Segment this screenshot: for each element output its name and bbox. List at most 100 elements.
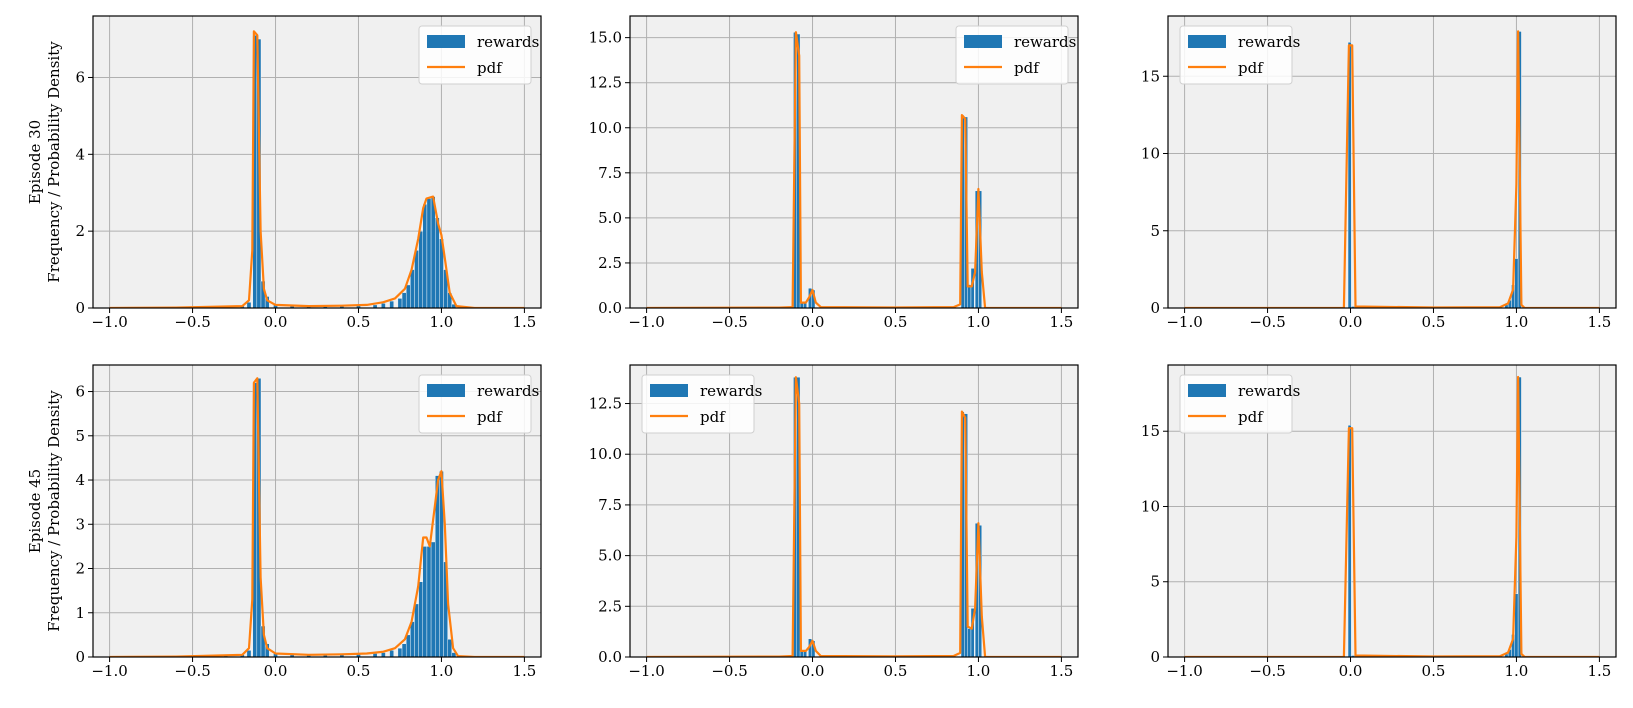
y-tick-label: 7.5: [598, 164, 622, 182]
subplot-3: −1.0 −0.5 0.0 0.5 1.0 1.5 0 5 10 15 rewards pdf: [1141, 15, 1617, 331]
x-tick-label: 0.0: [264, 662, 288, 680]
legend-rewards-swatch: [1188, 384, 1226, 397]
histogram-bar: [405, 634, 411, 657]
y-tick-label: 2: [75, 560, 85, 578]
row-label: Episode 45: [26, 469, 44, 553]
y-tick-label: 15: [1141, 67, 1160, 85]
x-tick-label: 0.5: [1422, 313, 1446, 331]
y-tick-label: 7.5: [598, 496, 622, 514]
legend: rewards pdf: [1179, 25, 1300, 85]
x-tick-label: 0.5: [884, 662, 908, 680]
subplot-4: −1.0 −0.5 0.0 0.5 1.0 1.5 0 1 2 3 4 5 6 Episode 45 Fre…: [26, 364, 542, 680]
x-tick-label: 1.0: [430, 313, 454, 331]
histogram-bar: [410, 621, 415, 657]
histogram-bar: [397, 647, 403, 657]
subplot-1: −1.0 −0.5 0.0 0.5 1.0 1.5 0 2 4 6 Episode 30 Freque…: [26, 15, 542, 331]
y-tick-label: 0: [75, 299, 85, 317]
y-tick-label: 5: [75, 427, 85, 445]
legend-pdf-label: pdf: [1238, 59, 1264, 77]
histogram-bar: [246, 650, 252, 657]
x-tick-label: −1.0: [628, 313, 664, 331]
histogram-bar: [1514, 258, 1519, 308]
x-tick-label: 0.0: [801, 662, 825, 680]
x-tick-label: 0.0: [801, 313, 825, 331]
legend: rewards pdf: [641, 374, 762, 434]
x-tick-label: −0.5: [174, 313, 210, 331]
legend-rewards-swatch: [650, 384, 688, 397]
y-tick-label: 6: [75, 383, 85, 401]
plot-data: [1184, 375, 1600, 657]
y-tick-label: 12.5: [589, 74, 622, 92]
legend-pdf-label: pdf: [700, 408, 726, 426]
y-tick-label: 0: [75, 648, 85, 666]
pdf-line: [109, 377, 525, 657]
histogram-bar: [397, 298, 403, 308]
y-tick-label: 0.0: [598, 299, 622, 317]
histogram-bar: [967, 628, 972, 657]
legend-rewards-label: rewards: [477, 382, 539, 400]
histogram-bar: [389, 300, 394, 308]
axes-frame: [629, 364, 1079, 658]
histogram-bar: [418, 230, 423, 308]
y-tick-label: 15: [1141, 422, 1160, 440]
legend-pdf-label: pdf: [1238, 408, 1264, 426]
histogram-bar: [422, 204, 428, 308]
pdf-line: [109, 30, 525, 308]
legend-pdf-label: pdf: [477, 59, 503, 77]
x-tick-label: −0.5: [1249, 662, 1285, 680]
axes-frame: [92, 364, 542, 658]
plot-data: [109, 377, 525, 657]
x-tick-label: 1.5: [512, 662, 536, 680]
legend-rewards-label: rewards: [1238, 33, 1300, 51]
y-tick-label: 2: [75, 222, 85, 240]
y-tick-label: 4: [75, 471, 85, 489]
subplot-2: −1.0 −0.5 0.0 0.5 1.0 1.5 0.0 2.5 5.0 7.5 10.0 12.5…: [589, 15, 1079, 331]
histogram-bar: [414, 603, 419, 657]
x-tick-label: 0.0: [1339, 662, 1363, 680]
legend-rewards-label: rewards: [1238, 382, 1300, 400]
y-axis-label: Frequency / Probability Density: [45, 390, 63, 632]
x-tick-label: 1.5: [1587, 662, 1611, 680]
x-tick-label: 1.5: [1587, 313, 1611, 331]
x-tick-label: 1.0: [967, 313, 991, 331]
axes-frame: [92, 15, 542, 309]
y-tick-label: 2.5: [598, 597, 622, 615]
y-tick-label: 5.0: [598, 547, 622, 565]
histogram-bar: [401, 643, 407, 657]
histogram-bar: [372, 304, 378, 308]
legend: rewards pdf: [1179, 374, 1300, 434]
histogram-bar: [430, 541, 436, 657]
legend-rewards-label: rewards: [700, 382, 762, 400]
y-tick-label: 10.0: [589, 119, 622, 137]
histogram-bar: [967, 284, 972, 308]
axes-frame: [629, 15, 1079, 309]
x-tick-label: 0.5: [347, 313, 371, 331]
axes-frame: [1167, 364, 1617, 658]
subplot-5: −1.0 −0.5 0.0 0.5 1.0 1.5 0.0 2.5 5.0 7.5 10.0 12.5…: [589, 364, 1079, 680]
x-tick-label: 1.5: [1049, 662, 1073, 680]
y-tick-label: 4: [75, 145, 85, 163]
y-tick-label: 6: [75, 68, 85, 86]
histogram-bar: [389, 650, 394, 657]
x-tick-label: 0.5: [1422, 662, 1446, 680]
x-tick-label: −0.5: [174, 662, 210, 680]
x-tick-label: −1.0: [628, 662, 664, 680]
y-tick-label: 10: [1141, 497, 1160, 515]
histogram-bar: [381, 303, 386, 308]
x-tick-label: 1.0: [1505, 662, 1529, 680]
x-tick-label: −0.5: [711, 313, 747, 331]
histogram-bar: [246, 302, 252, 308]
legend: rewards pdf: [955, 25, 1076, 85]
histogram-bar: [426, 546, 432, 657]
y-tick-label: 2.5: [598, 254, 622, 272]
y-tick-label: 10.0: [589, 445, 622, 463]
x-tick-label: 1.0: [967, 662, 991, 680]
legend-rewards-label: rewards: [1014, 33, 1076, 51]
y-tick-label: 5: [1150, 222, 1160, 240]
x-tick-label: 1.0: [430, 662, 454, 680]
histogram-bar: [430, 196, 436, 308]
histogram-bar: [435, 217, 440, 308]
x-tick-label: −0.5: [1249, 313, 1285, 331]
